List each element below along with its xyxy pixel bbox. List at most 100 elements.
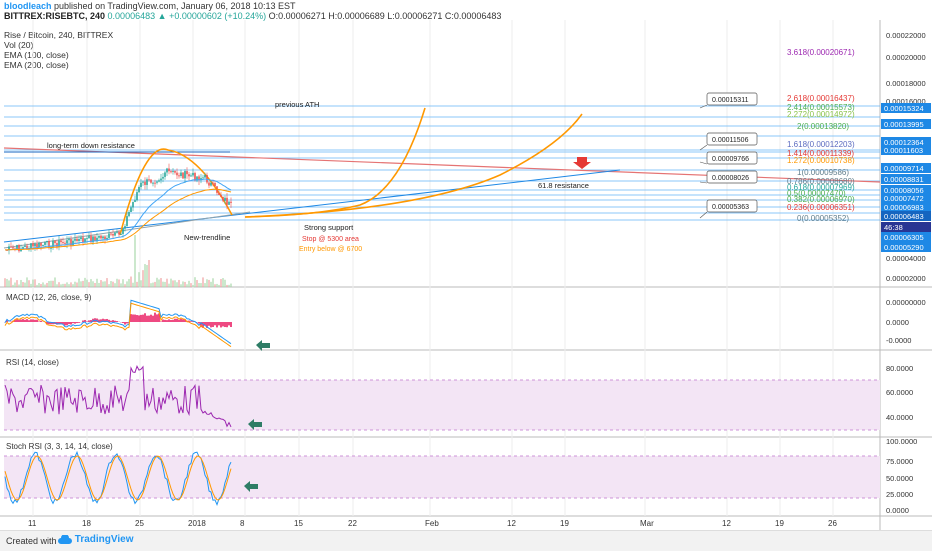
candle-body[interactable] [98,236,100,238]
candle-body[interactable] [102,236,104,238]
macd-signal-line[interactable] [5,303,231,346]
candle-body[interactable] [168,168,170,171]
candle-body[interactable] [194,173,196,181]
author-name[interactable]: bloodleach [4,1,52,11]
candle-body[interactable] [16,245,18,249]
candle-body[interactable] [30,243,32,248]
candle-body[interactable] [40,243,42,246]
candle-body[interactable] [66,240,68,243]
candle-body[interactable] [186,171,188,174]
candle-body[interactable] [74,239,76,241]
candle-body[interactable] [32,243,34,246]
candle-body[interactable] [164,172,166,176]
candle-body[interactable] [212,183,214,184]
candle-body[interactable] [152,183,154,184]
candle-body[interactable] [34,244,36,246]
candle-body[interactable] [56,243,58,247]
candle-body[interactable] [230,202,232,203]
candle-body[interactable] [150,180,152,183]
candle-body[interactable] [156,182,158,183]
tradingview-logo[interactable]: TradingView [58,534,134,545]
projection-arc-1[interactable] [245,108,425,217]
candle-body[interactable] [72,241,74,246]
candle-body[interactable] [44,242,46,245]
candle-body[interactable] [220,195,222,197]
candle-body[interactable] [78,239,80,241]
candle-body[interactable] [12,247,14,248]
candle-body[interactable] [202,177,204,178]
candle-body[interactable] [190,175,192,176]
candle-body[interactable] [116,232,118,233]
candle-body[interactable] [140,183,142,187]
candle-body[interactable] [162,177,164,179]
candle-body[interactable] [154,183,156,184]
candle-body[interactable] [122,229,124,234]
candle-body[interactable] [120,234,122,235]
candle-body[interactable] [86,238,88,239]
candle-body[interactable] [184,171,186,178]
candle-body[interactable] [182,173,184,179]
candle-body[interactable] [100,236,102,239]
candle-body[interactable] [104,236,106,239]
candle-body[interactable] [80,237,82,239]
projection-arc-2[interactable] [245,114,582,217]
candle-body[interactable] [214,183,216,186]
candle-body[interactable] [52,241,54,248]
candle-body[interactable] [64,243,66,244]
candle-body[interactable] [204,175,206,177]
candle-body[interactable] [178,175,180,176]
candle-body[interactable] [84,238,86,242]
candle-body[interactable] [38,243,40,247]
candle-body[interactable] [114,232,116,235]
candle-body[interactable] [160,179,162,181]
candle-body[interactable] [224,198,226,201]
candle-body[interactable] [176,173,178,176]
candle-body[interactable] [24,246,26,247]
candle-body[interactable] [108,234,110,238]
candle-body[interactable] [124,226,126,229]
candle-body[interactable] [22,247,24,249]
price-axis[interactable]: 0.000220000.000200000.000180000.00016000… [881,31,931,307]
candle-body[interactable] [60,240,62,242]
candle-body[interactable] [126,216,128,226]
candle-body[interactable] [228,202,230,205]
candle-body[interactable] [68,239,70,240]
candle-body[interactable] [18,245,20,251]
candle-body[interactable] [172,171,174,172]
candle-body[interactable] [174,171,176,173]
candle-body[interactable] [222,197,224,201]
candle-body[interactable] [110,234,112,235]
price-callouts[interactable]: 0.000153110.000115060.000097660.00008026… [700,93,757,218]
candle-body[interactable] [210,183,212,186]
candle-body[interactable] [138,187,140,192]
candle-body[interactable] [192,173,194,176]
candle-body[interactable] [54,241,56,243]
candle-body[interactable] [158,180,160,181]
candle-body[interactable] [134,200,136,202]
candle-body[interactable] [144,182,146,185]
candle-body[interactable] [62,242,64,243]
candle-body[interactable] [82,237,84,242]
candle-body[interactable] [46,241,48,242]
candle-body[interactable] [142,182,144,183]
candle-body[interactable] [88,236,90,238]
candle-body[interactable] [10,246,12,247]
candle-body[interactable] [112,234,114,236]
candle-body[interactable] [226,198,228,205]
candle-body[interactable] [148,179,150,180]
candle-body[interactable] [218,193,220,195]
chart-canvas[interactable]: 0.000153110.000115060.000097660.00008026… [0,18,932,530]
candle-body[interactable] [106,238,108,239]
candle-body[interactable] [146,179,148,185]
candle-body[interactable] [76,239,78,241]
candle-body[interactable] [188,174,190,176]
candle-body[interactable] [132,202,134,207]
candle-body[interactable] [36,244,38,247]
candle-body[interactable] [128,212,130,216]
candle-body[interactable] [166,168,168,172]
candle-body[interactable] [170,171,172,172]
candle-body[interactable] [180,173,182,176]
candle-body[interactable] [136,192,138,200]
candle-body[interactable] [208,183,210,186]
